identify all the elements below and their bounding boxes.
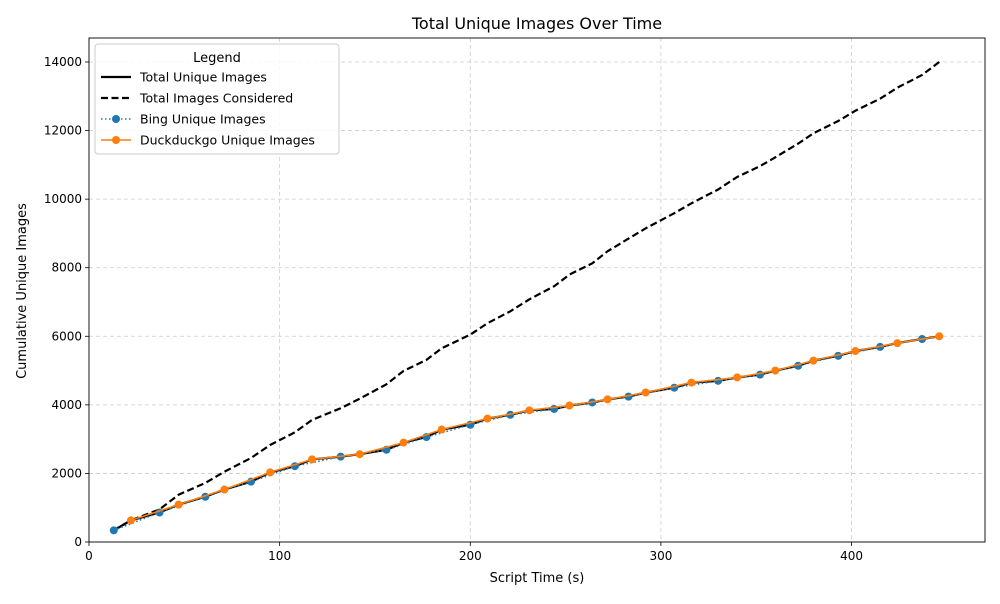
legend: Legend Total Unique Images Total Images C… [94,43,340,155]
data-point-duckduckgo-unique-images [565,401,574,410]
plot-area [109,61,944,535]
data-point-duckduckgo-unique-images [851,347,860,356]
tick-labels: 0 100 200 300 400020004000600080001000012000… [44,55,863,563]
x-tick-label: 100 [268,549,291,563]
data-point-bing-unique-images [109,526,118,535]
plot-frame [88,37,986,543]
y-tick-label: 14000 [44,55,82,69]
legend-label: Total Images Considered [139,91,293,106]
data-point-duckduckgo-unique-images [174,500,183,509]
x-tick-label: 200 [459,549,482,563]
y-tick-label: 0 [74,535,82,549]
legend-label: Duckduckgo Unique Images [140,133,315,148]
data-point-bing-unique-images [550,404,559,413]
data-point-duckduckgo-unique-images [603,395,612,404]
data-point-duckduckgo-unique-images [687,378,696,387]
legend-title: Legend [193,51,241,66]
y-tick-label: 6000 [51,329,82,343]
data-point-duckduckgo-unique-images [525,406,534,415]
data-point-duckduckgo-unique-images [437,425,446,434]
y-tick-label: 4000 [51,398,82,412]
data-point-duckduckgo-unique-images [733,373,742,382]
x-axis-label: Script Time (s) [490,571,585,586]
series-line-total-unique-images [113,335,940,532]
axes [88,37,986,543]
data-point-duckduckgo-unique-images [771,366,780,375]
y-tick-label: 10000 [44,192,82,206]
x-tick-label: 300 [649,549,672,563]
data-point-bing-unique-images [756,370,765,379]
x-tick-label: 0 [85,549,93,563]
data-point-bing-unique-images [714,376,723,385]
y-tick-label: 8000 [51,261,82,275]
legend-label: Total Unique Images [139,70,267,85]
data-point-duckduckgo-unique-images [308,455,317,464]
legend-marker [112,115,120,123]
y-tick-label: 2000 [51,466,82,480]
legend-marker [112,136,120,144]
y-axis-label: Cumulative Unique Images [15,203,30,379]
x-tick-label: 400 [840,549,863,563]
data-point-duckduckgo-unique-images [126,516,135,525]
legend-label: Bing Unique Images [140,112,266,127]
data-point-duckduckgo-unique-images [399,438,408,447]
data-point-duckduckgo-unique-images [483,414,492,423]
data-point-duckduckgo-unique-images [809,356,818,365]
data-point-duckduckgo-unique-images [266,468,275,477]
series-line-duckduckgo-unique-images [130,335,940,522]
data-point-duckduckgo-unique-images [220,485,229,494]
data-point-duckduckgo-unique-images [893,339,902,348]
y-tick-label: 12000 [44,124,82,138]
legend-box [94,43,340,155]
chart-title: Total Unique Images Over Time [411,14,662,33]
data-point-duckduckgo-unique-images [641,388,650,397]
data-point-duckduckgo-unique-images [935,332,944,341]
data-point-duckduckgo-unique-images [355,450,364,459]
